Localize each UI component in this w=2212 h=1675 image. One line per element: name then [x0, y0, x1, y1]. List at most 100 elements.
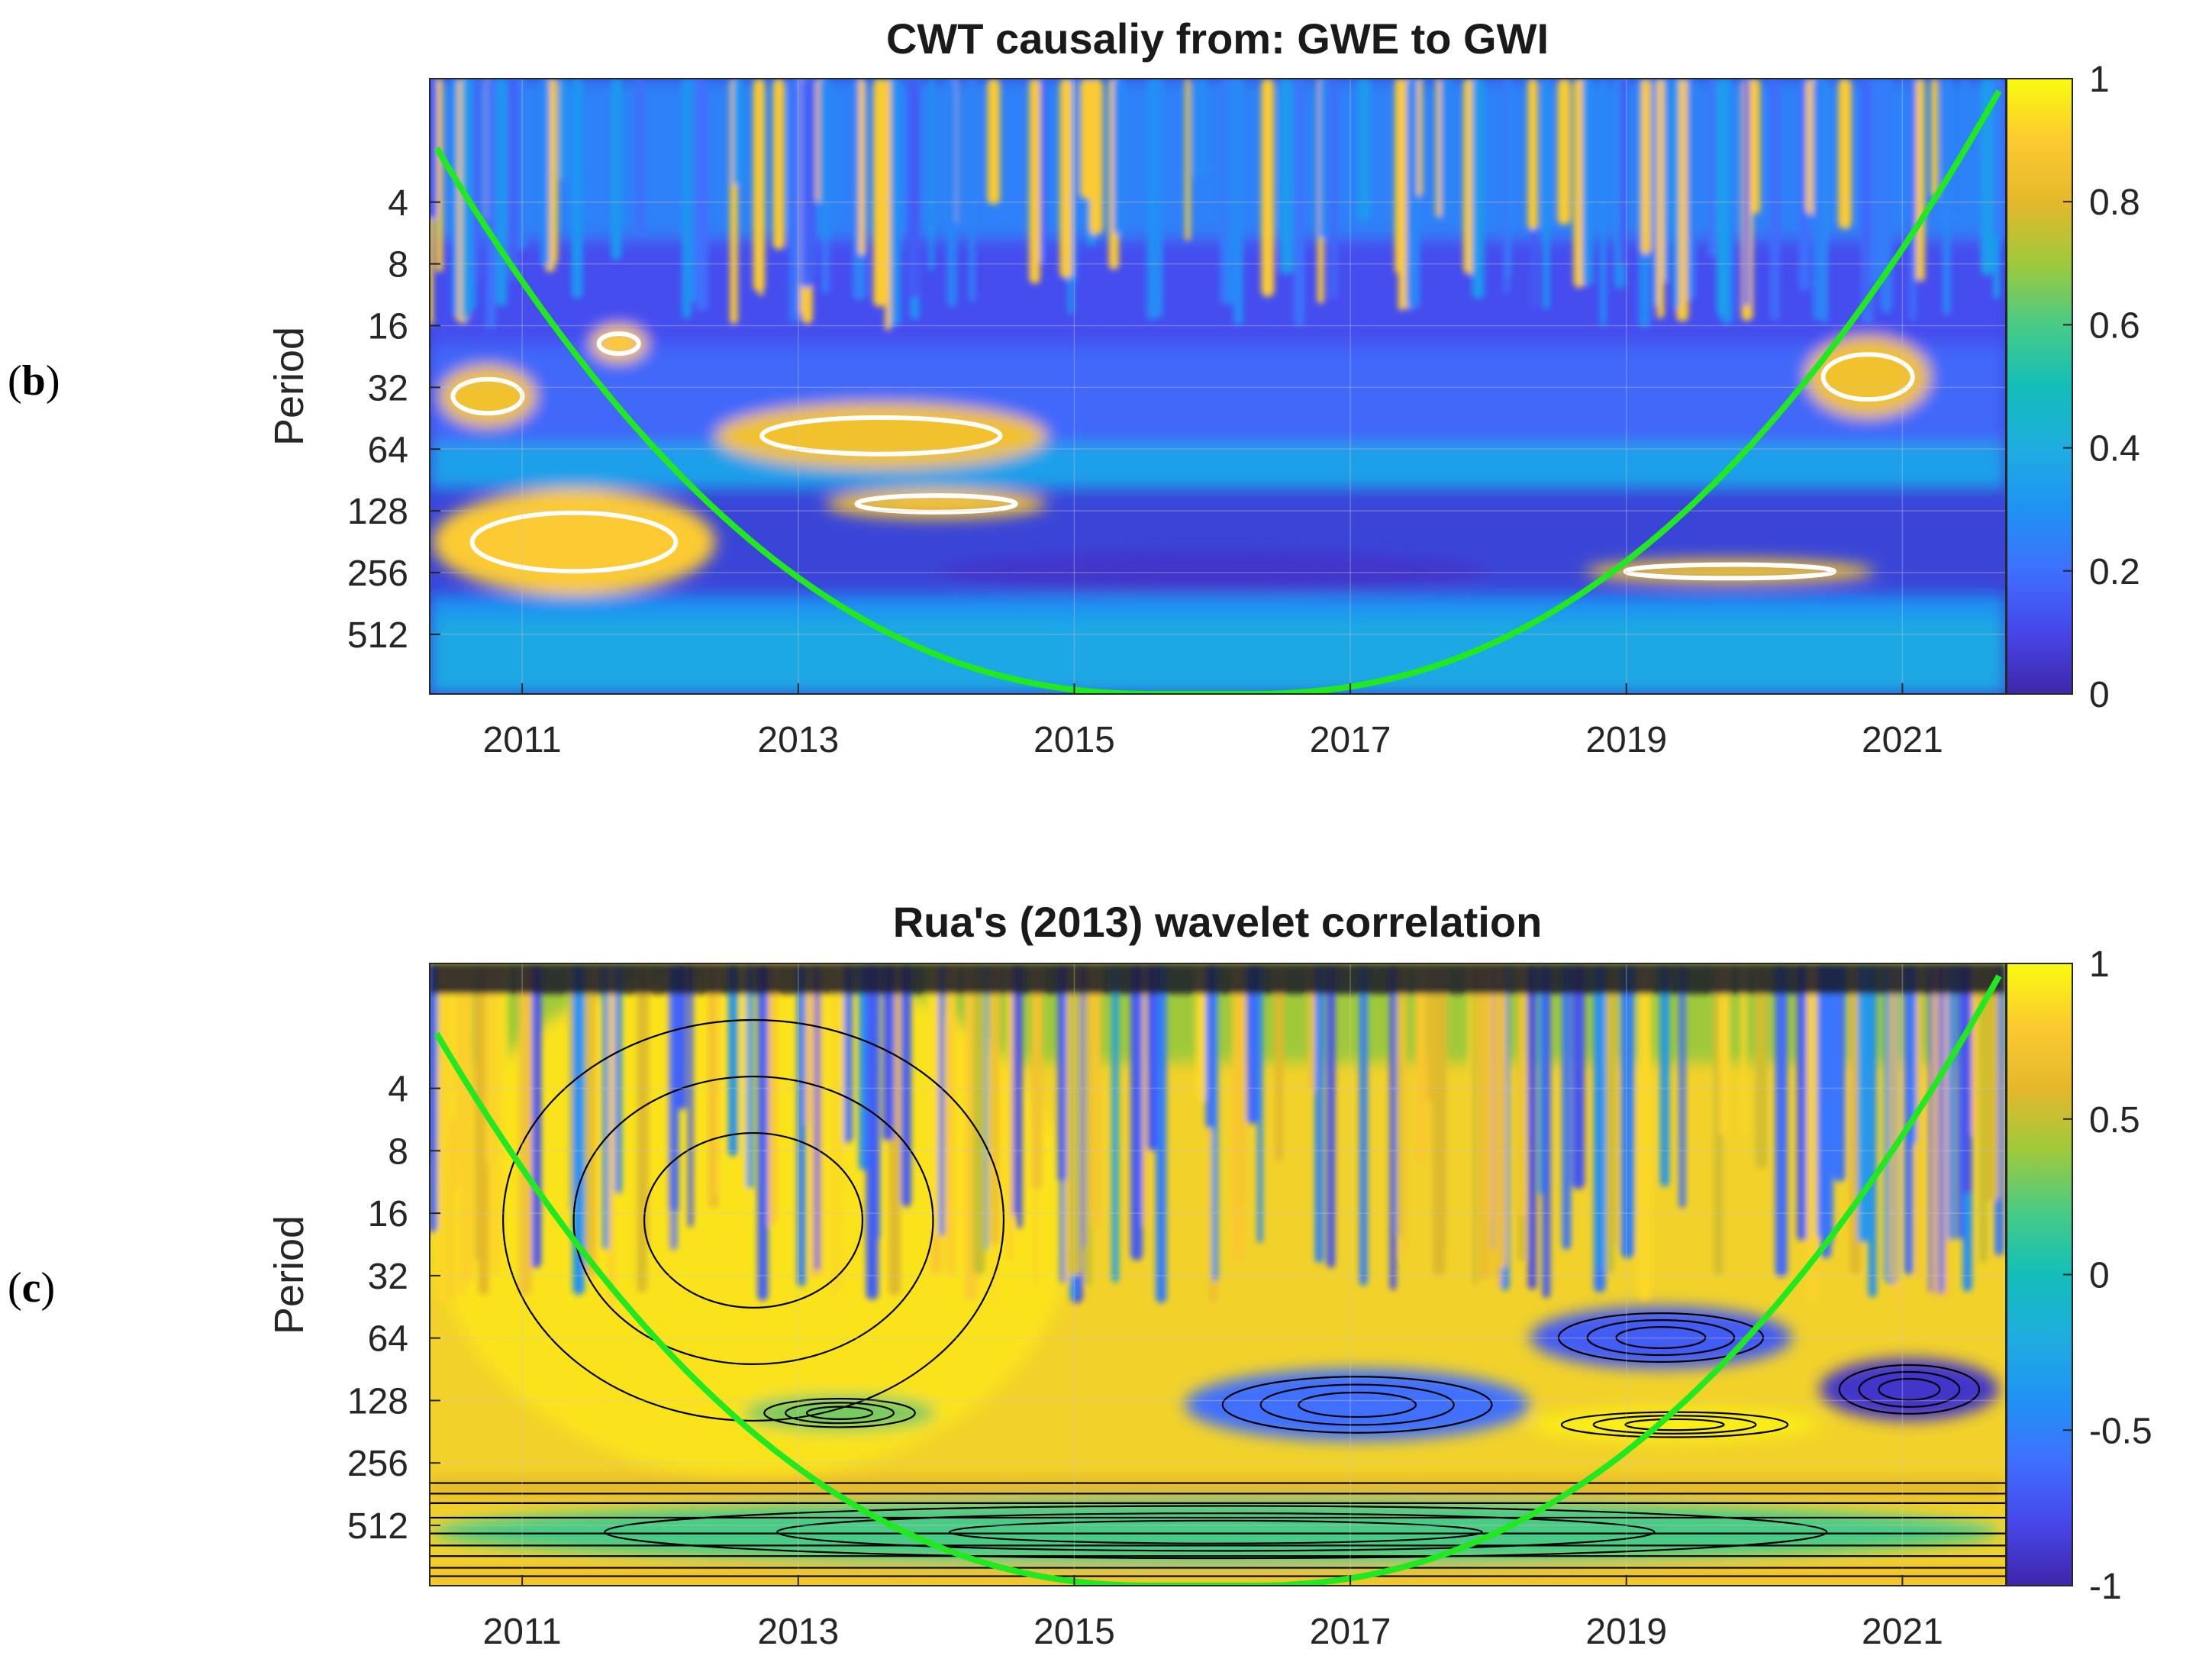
chart-c-contour: [1557, 1312, 1765, 1364]
chart-b-streak: [888, 79, 901, 327]
chart-c-streak: [1797, 963, 1807, 1241]
chart-c-ytick-label: 4: [388, 1070, 408, 1110]
chart-b-streak: [819, 79, 832, 240]
chart-b-streak: [1089, 79, 1103, 235]
chart-c-streak: [1775, 963, 1788, 1277]
chart-c-streak: [927, 963, 937, 1238]
chart-b-streak: [1573, 79, 1585, 288]
chart-b-streak: [1943, 79, 1951, 315]
chart-c-streak: [614, 963, 622, 1194]
chart-b-xtick-label: 2021: [1862, 720, 1943, 760]
chart-c-contour: [1878, 1377, 1941, 1401]
chart-b-significance-contour: [450, 376, 525, 416]
chart-c-xtick-label: 2011: [483, 1612, 562, 1652]
chart-c-streak: [1432, 963, 1446, 1276]
chart-b-streak: [1436, 79, 1441, 218]
chart-b-streak: [1599, 79, 1607, 327]
chart-b-streak: [1872, 79, 1885, 284]
chart-b-region: [936, 550, 1488, 593]
chart-b-colorbar-label: 0: [2089, 675, 2110, 715]
chart-b-xtick-label: 2013: [757, 720, 839, 760]
chart-b-region: [439, 365, 537, 428]
chart-b-region: [715, 402, 1047, 470]
chart-b-ylabel: Period: [266, 327, 312, 446]
chart-c-streak: [588, 963, 596, 1279]
chart-c-colorbar-label: 0: [2089, 1256, 2110, 1296]
chart-c-streak: [1472, 963, 1478, 1286]
chart-b-significance-contour: [1623, 562, 1837, 581]
chart-b-streak: [1319, 79, 1328, 240]
chart-b-streak: [858, 79, 866, 256]
chart-c-streak: [1627, 963, 1634, 1236]
chart-c-streak: [572, 963, 585, 1296]
chart-c-plot-area: [430, 963, 2006, 1586]
chart-b-streak: [636, 79, 645, 236]
chart-c-streak: [1327, 963, 1336, 1268]
chart-b-streak: [1398, 79, 1406, 311]
chart-c-streak: [1888, 963, 1896, 1281]
chart-c-streak: [1520, 963, 1526, 1217]
chart-b-ytick-label: 4: [388, 183, 408, 224]
chart-b-streak: [1154, 79, 1163, 318]
chart-b-streak: [885, 79, 891, 331]
chart-b-streak: [1261, 79, 1275, 297]
chart-c-streak: [1390, 963, 1397, 1290]
chart-c-contour: [785, 1402, 895, 1425]
chart-c-contour: [502, 1018, 1005, 1422]
chart-b-streak: [806, 79, 817, 277]
chart-b-streak: [472, 79, 481, 280]
chart-c-ylabel: Period: [266, 1215, 312, 1335]
chart-c-contour: [1221, 1376, 1493, 1434]
chart-b-ytick-label: 64: [368, 430, 408, 470]
chart-c-xtick-label: 2019: [1585, 1612, 1667, 1652]
chart-b-streak: [1743, 79, 1749, 307]
chart-c-dense-contours: [430, 963, 2006, 994]
chart-b-streak: [1680, 79, 1688, 318]
chart-c-streak: [1740, 963, 1747, 1136]
chart-c-ytick-label: 512: [347, 1506, 408, 1547]
chart-b-band: [430, 345, 2006, 444]
chart-c-streak: [866, 963, 879, 1300]
chart-b-streak: [485, 79, 496, 330]
chart-c-streak: [814, 963, 820, 1271]
chart-b-significance-contour: [469, 510, 679, 574]
chart-c-streak: [1314, 963, 1324, 1264]
chart-b-colorbar-label: 0.8: [2089, 182, 2140, 223]
chart-b-streak: [1279, 79, 1294, 275]
chart-b-streak: [908, 79, 921, 299]
chart-b-streak: [969, 79, 975, 302]
chart-c-streak: [1057, 963, 1067, 1182]
chart-c-streak: [1089, 963, 1101, 1228]
chart-c-streak: [501, 963, 508, 1280]
chart-b-significance-contour: [596, 331, 641, 357]
chart-c-streak: [1916, 963, 1922, 1280]
chart-b-streak: [1652, 79, 1659, 306]
chart-c-region: [1185, 1368, 1530, 1441]
chart-b-streak: [1769, 79, 1780, 321]
chart-b-streak: [1619, 79, 1627, 265]
chart-c-contour: [763, 1398, 916, 1428]
chart-b-streak: [508, 79, 519, 281]
chart-b-streak: [1749, 79, 1760, 215]
chart-b-title: CWT causaliy from: GWE to GWI: [886, 15, 1549, 63]
chart-b-streak: [1862, 79, 1869, 312]
chart-c-ytick-label: 256: [347, 1444, 408, 1484]
chart-c-contour: [1298, 1391, 1417, 1418]
chart-b-streak: [1113, 79, 1125, 236]
chart-c-colorbar-label: -0.5: [2089, 1411, 2152, 1451]
chart-b-streak: [452, 79, 458, 316]
chart-c-streak: [1031, 963, 1043, 1189]
chart-b-streak: [946, 79, 957, 308]
chart-b-colorbar-label: 1: [2089, 60, 2110, 100]
chart-b-streak: [1582, 79, 1594, 286]
chart-b-streak: [611, 79, 622, 260]
chart-c-streak: [688, 963, 693, 1228]
chart-c-streak: [1826, 963, 1833, 1244]
chart-b-streak: [1686, 79, 1696, 299]
chart-c-streak: [1275, 963, 1283, 1162]
chart-c-contour: [948, 1519, 1483, 1544]
chart-b-streak: [695, 79, 708, 311]
chart-b-ytick-label: 128: [347, 492, 408, 532]
chart-b-band: [430, 238, 2006, 346]
chart-b-colorbar-scale: [2006, 78, 2073, 695]
